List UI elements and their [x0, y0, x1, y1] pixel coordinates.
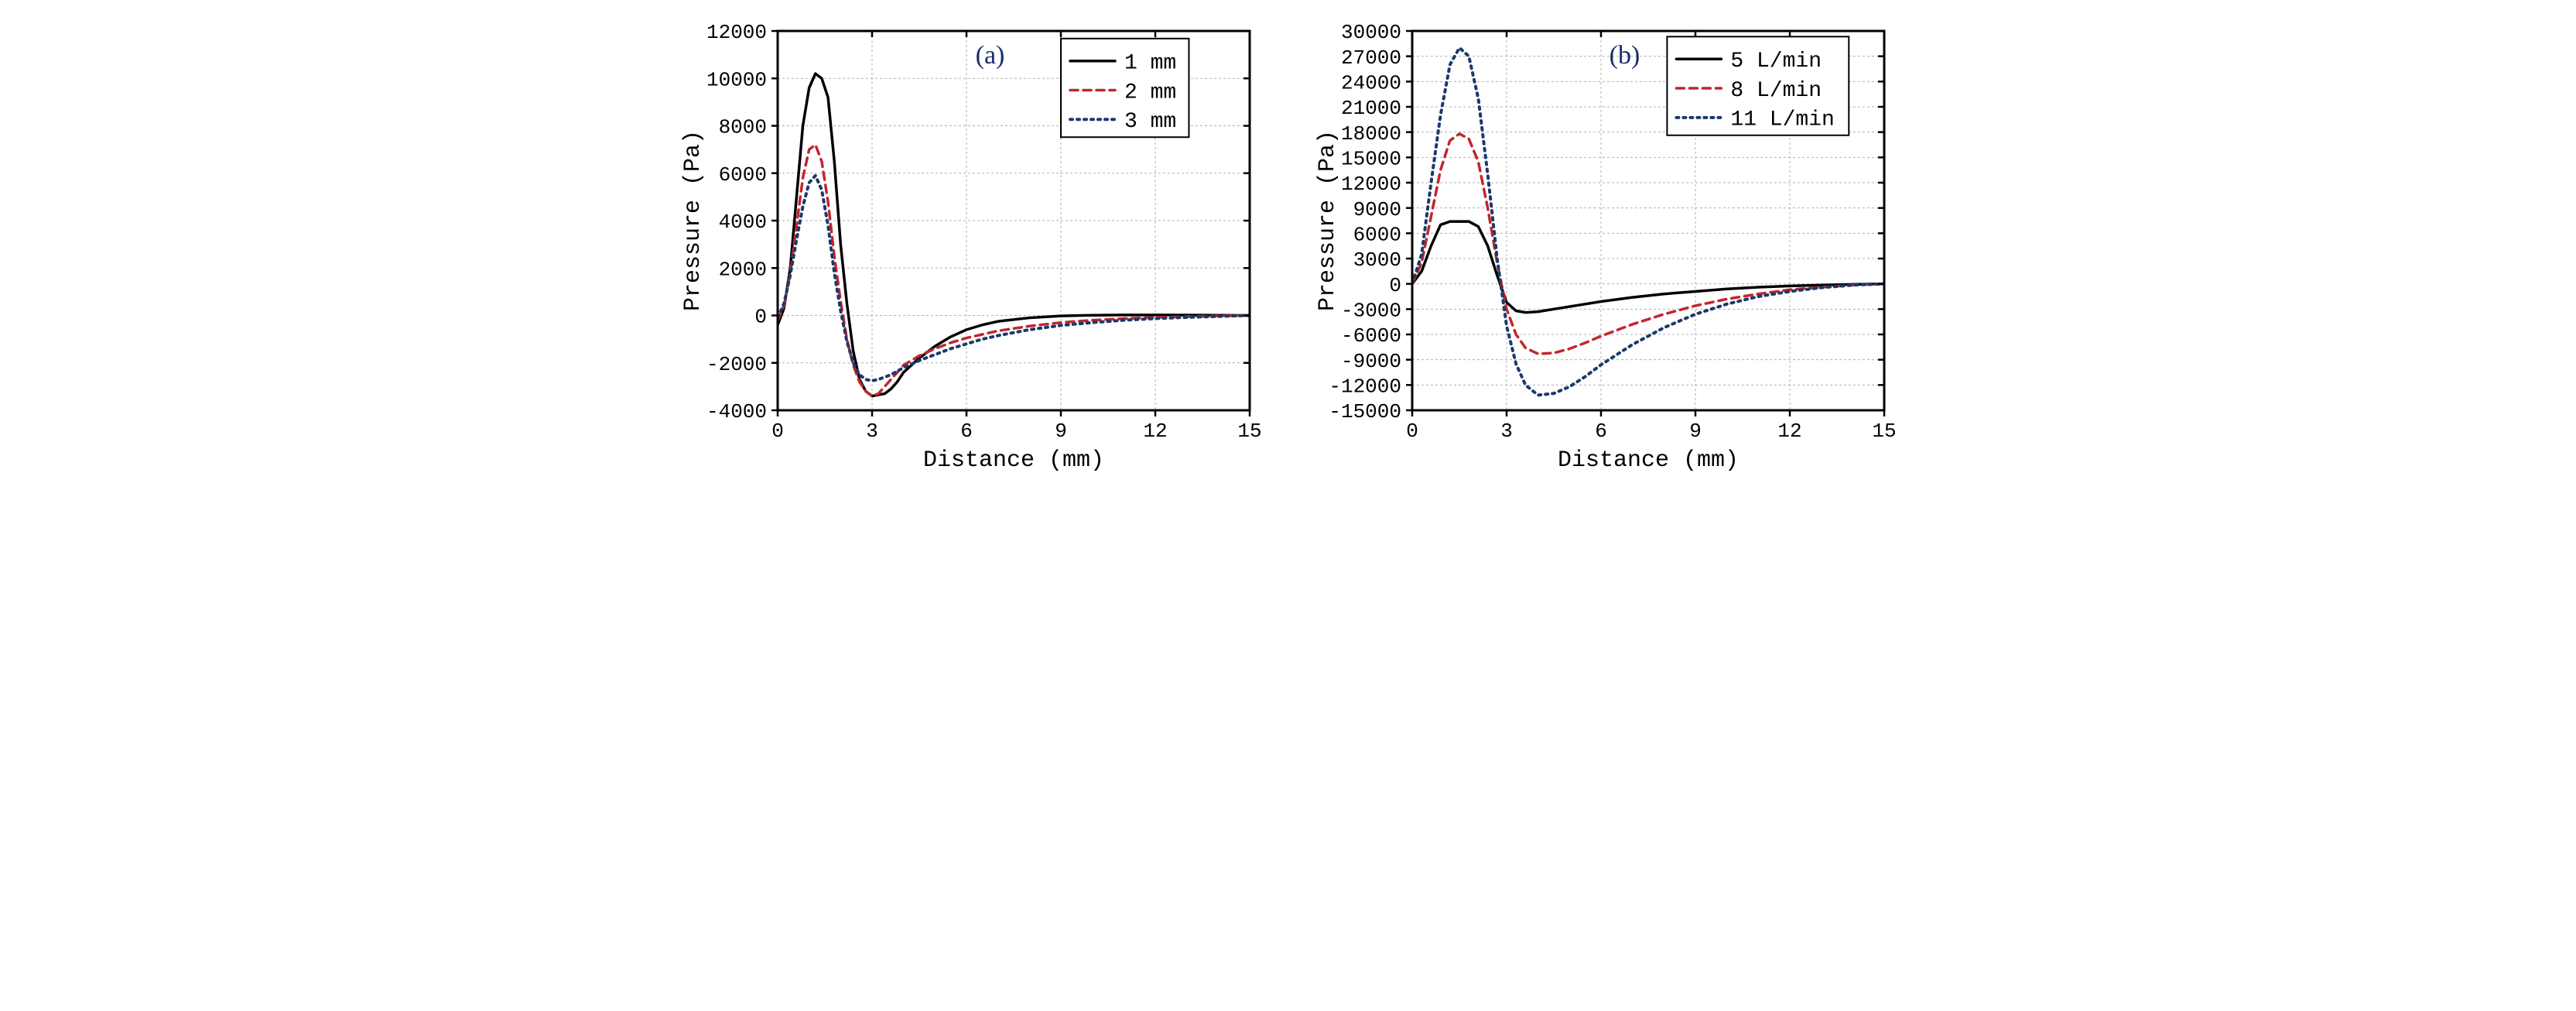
- legend-label: 5 L/min: [1730, 50, 1822, 74]
- y-tick-label: 27000: [1340, 46, 1401, 70]
- y-tick-label: 15000: [1340, 147, 1401, 170]
- x-tick-label: 15: [1872, 420, 1896, 443]
- y-tick-label: -3000: [1340, 299, 1401, 322]
- y-tick-label: 8000: [718, 116, 766, 139]
- x-tick-label: 12: [1143, 420, 1167, 443]
- x-tick-label: 3: [1500, 420, 1513, 443]
- x-tick-label: 6: [1595, 420, 1607, 443]
- y-tick-label: 0: [1389, 274, 1401, 297]
- y-tick-label: 2000: [718, 258, 766, 281]
- y-tick-label: 0: [754, 306, 767, 329]
- x-tick-label: 6: [960, 420, 973, 443]
- y-tick-label: -9000: [1340, 350, 1401, 373]
- y-tick-label: -15000: [1329, 400, 1401, 423]
- y-axis-label: Pressure (Pa): [1315, 130, 1341, 311]
- y-tick-label: 24000: [1340, 71, 1401, 94]
- legend-label: 11 L/min: [1730, 108, 1834, 132]
- y-tick-label: 30000: [1340, 21, 1401, 44]
- series-line: [778, 145, 1250, 396]
- panel-b-svg: 03691215-15000-12000-9000-6000-300003000…: [1312, 15, 1900, 480]
- panel-label: (b): [1609, 41, 1640, 70]
- figure-row: 0 3 6 9 12 15 -4000 -2000 0 2000 4000 6000 8000 10000…: [0, 0, 2576, 495]
- panel-label: (a): [975, 41, 1004, 70]
- x-axis-label: Distance (mm): [1557, 447, 1738, 474]
- y-tick-label: -2000: [706, 353, 766, 376]
- panel-b: 03691215-15000-12000-9000-6000-300003000…: [1312, 15, 1900, 480]
- y-tick-label: 9000: [1353, 198, 1401, 221]
- y-tick-label: 3000: [1353, 248, 1401, 272]
- x-tick-label: 12: [1777, 420, 1801, 443]
- x-tick-label: 15: [1237, 420, 1261, 443]
- series-line: [778, 176, 1250, 381]
- panel-a: 0 3 6 9 12 15 -4000 -2000 0 2000 4000 6000 8000 10000…: [677, 15, 1265, 480]
- y-tick-label: 18000: [1340, 122, 1401, 146]
- x-tick-label: 0: [771, 420, 784, 443]
- series-line: [1412, 221, 1884, 313]
- series-line: [1412, 134, 1884, 354]
- y-tick-label: 21000: [1340, 97, 1401, 120]
- y-tick-label: 6000: [718, 163, 766, 187]
- y-tick-label: 4000: [718, 211, 766, 234]
- legend-label: 3 mm: [1124, 110, 1176, 134]
- y-tick-label: 12000: [1340, 173, 1401, 196]
- legend-label: 8 L/min: [1730, 79, 1822, 103]
- y-tick-label: -12000: [1329, 375, 1401, 398]
- x-tick-label: 3: [866, 420, 878, 443]
- x-tick-label: 9: [1055, 420, 1067, 443]
- legend-label: 1 mm: [1124, 52, 1176, 76]
- x-tick-label: 0: [1406, 420, 1418, 443]
- y-tick-label: -4000: [706, 400, 766, 423]
- y-tick-label: -6000: [1340, 324, 1401, 348]
- y-tick-label: 10000: [706, 68, 766, 91]
- y-axis-label: Pressure (Pa): [680, 130, 706, 311]
- legend-label: 2 mm: [1124, 81, 1176, 105]
- y-tick-label: 6000: [1353, 223, 1401, 246]
- x-tick-label: 9: [1689, 420, 1702, 443]
- x-axis-label: Distance (mm): [922, 447, 1103, 474]
- panel-a-svg: 0 3 6 9 12 15 -4000 -2000 0 2000 4000 6000 8000 10000…: [677, 15, 1265, 480]
- y-tick-label: 12000: [706, 21, 766, 44]
